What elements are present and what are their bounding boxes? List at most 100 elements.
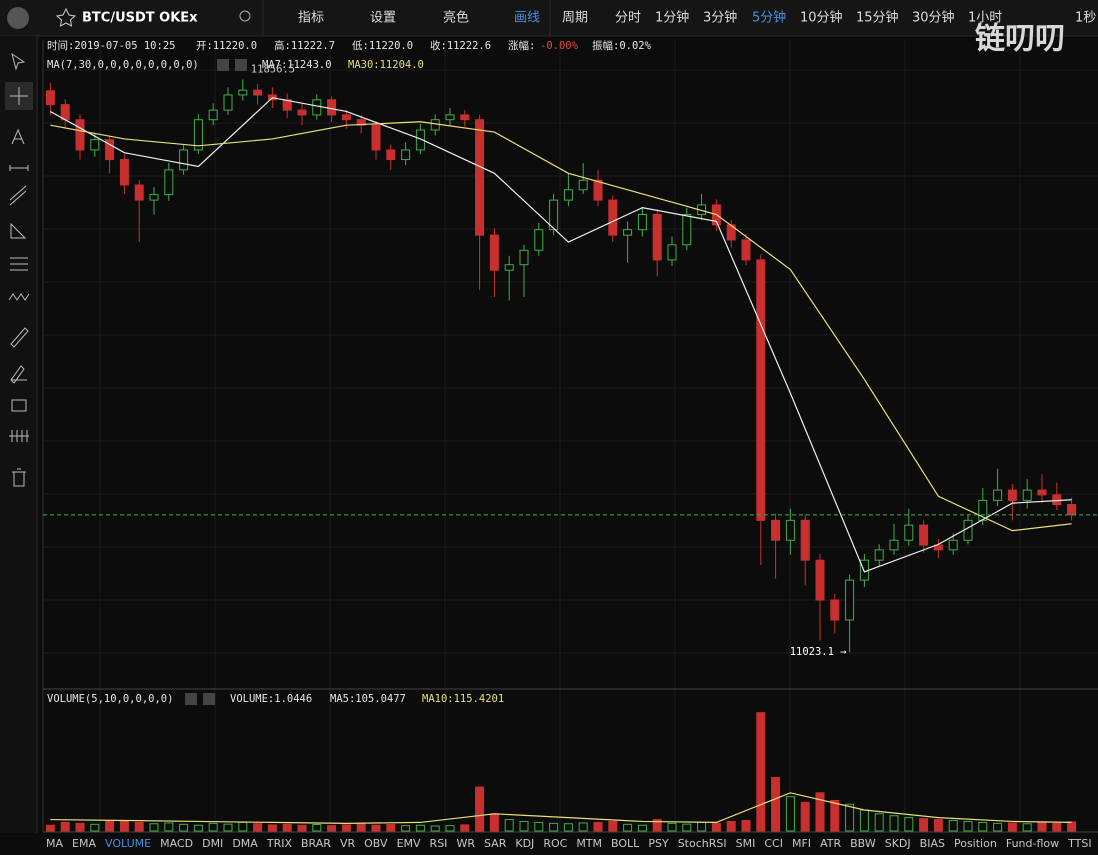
- candle-body: [608, 199, 618, 236]
- menu-item[interactable]: 指标: [298, 11, 324, 26]
- candle-body: [593, 179, 603, 201]
- search-icon[interactable]: [239, 10, 251, 22]
- volume-bar: [667, 822, 677, 832]
- period-item[interactable]: 5分钟: [752, 10, 786, 26]
- channel-icon[interactable]: [9, 185, 27, 206]
- volume-bar: [134, 821, 144, 832]
- menu-item[interactable]: 亮色: [443, 10, 469, 26]
- text-icon[interactable]: [11, 128, 25, 145]
- candle-icon[interactable]: [9, 430, 29, 442]
- period-item[interactable]: 3分钟: [703, 10, 737, 26]
- volume-bar: [386, 824, 396, 832]
- indicator-tab[interactable]: BBW: [850, 836, 876, 850]
- indicator-tab[interactable]: MA: [46, 836, 64, 850]
- volume-bar: [164, 822, 174, 832]
- indicator-tab[interactable]: SMI: [735, 836, 756, 850]
- indicator-tab[interactable]: BOLL: [611, 836, 640, 850]
- candle-body: [933, 544, 943, 551]
- period-item[interactable]: 分时: [615, 11, 641, 26]
- info-amplitude: 振幅:0.02%: [592, 39, 652, 52]
- vol-ma10: MA10:115.4201: [422, 693, 504, 705]
- indicator-tab[interactable]: MACD: [160, 836, 194, 850]
- period-item[interactable]: 30分钟: [912, 10, 955, 26]
- menu-item[interactable]: 画线: [514, 11, 540, 26]
- volume-bar: [208, 822, 218, 832]
- pen-icon[interactable]: [10, 365, 27, 384]
- volume-bar: [549, 822, 559, 832]
- candle-body: [815, 559, 825, 601]
- wave-icon[interactable]: [8, 293, 30, 301]
- candle-body: [90, 139, 100, 151]
- candle-body: [756, 259, 766, 521]
- volume-bar: [253, 823, 263, 832]
- fib-icon[interactable]: [10, 257, 28, 271]
- indicator-tab[interactable]: DMA: [232, 836, 258, 850]
- menu-item[interactable]: 设置: [370, 11, 396, 26]
- candle-body: [1007, 489, 1017, 501]
- indicator-tab[interactable]: EMV: [396, 836, 421, 850]
- cross-icon[interactable]: [10, 87, 28, 105]
- indicator-tab[interactable]: RSI: [429, 836, 448, 850]
- indicator-tab[interactable]: BIAS: [919, 836, 945, 850]
- indicator-tab[interactable]: KDJ: [515, 836, 535, 850]
- indicator-tab[interactable]: SKDJ: [884, 836, 911, 850]
- volume-bar: [75, 822, 85, 832]
- candle-body: [460, 114, 470, 121]
- volume-bar: [356, 823, 366, 832]
- candle-body: [830, 599, 840, 621]
- indicator-tab[interactable]: CCI: [764, 836, 783, 850]
- close-btn[interactable]: [235, 59, 247, 71]
- indicator-tab[interactable]: WR: [456, 836, 475, 850]
- candle-body: [771, 519, 781, 541]
- candle-body: [75, 119, 85, 151]
- info-change-label: 涨幅:: [508, 39, 535, 52]
- indicator-tab[interactable]: Position: [953, 836, 997, 850]
- close-btn[interactable]: [203, 693, 215, 705]
- period-item[interactable]: 1秒: [1075, 11, 1096, 26]
- period-item[interactable]: 15分钟: [856, 10, 899, 26]
- indicator-tab[interactable]: DMI: [202, 836, 224, 850]
- indicator-tab[interactable]: EMA: [72, 836, 96, 850]
- candle-body: [919, 524, 929, 546]
- candle-body: [904, 524, 914, 541]
- indicator-tab[interactable]: MFI: [791, 836, 812, 850]
- indicator-tab[interactable]: SAR: [483, 836, 507, 850]
- indicator-tab[interactable]: TRIX: [266, 836, 292, 850]
- cursor-icon[interactable]: [11, 52, 26, 71]
- hline-icon[interactable]: [9, 165, 29, 171]
- indicator-tab[interactable]: ROC: [543, 836, 568, 850]
- star-icon[interactable]: [55, 7, 77, 27]
- indicator-tab[interactable]: VR: [339, 836, 356, 850]
- info-close: 收:11222.6: [430, 39, 491, 52]
- settings-btn[interactable]: [185, 693, 197, 705]
- candle-body: [134, 184, 144, 201]
- indicator-tab[interactable]: BRAR: [301, 836, 331, 850]
- indicator-tab[interactable]: TTSI: [1068, 836, 1092, 850]
- volume-bar: [830, 799, 840, 832]
- period-item[interactable]: 1小时: [968, 11, 1002, 26]
- indicator-tab[interactable]: StochRSI: [677, 836, 727, 850]
- candle-body: [119, 159, 129, 186]
- candle-body: [475, 119, 485, 236]
- indicator-tab[interactable]: OBV: [364, 836, 388, 850]
- candle-body: [859, 559, 869, 581]
- volume-bar: [623, 823, 633, 832]
- triangle-icon[interactable]: [10, 222, 27, 239]
- indicator-tab[interactable]: PSY: [648, 836, 669, 850]
- indicator-tab[interactable]: Fund-flow: [1005, 836, 1060, 850]
- settings-btn[interactable]: [217, 59, 229, 71]
- volume-bar: [179, 823, 189, 832]
- indicator-tab[interactable]: VOLUME: [105, 836, 152, 850]
- volume-bar: [1067, 821, 1077, 832]
- period-item[interactable]: 1分钟: [655, 10, 689, 26]
- volume-bar: [415, 824, 425, 832]
- trash-icon[interactable]: [12, 468, 26, 487]
- ruler-icon[interactable]: [10, 327, 29, 348]
- period-label[interactable]: 周期: [562, 11, 588, 26]
- indicator-tab[interactable]: ATR: [820, 836, 842, 850]
- indicator-tab[interactable]: MTM: [576, 836, 603, 850]
- lock-icon[interactable]: [11, 399, 27, 412]
- sidebar-bg: [0, 36, 37, 833]
- period-item[interactable]: 10分钟: [800, 10, 843, 26]
- symbol: BTC/USDT OKEx: [82, 11, 198, 26]
